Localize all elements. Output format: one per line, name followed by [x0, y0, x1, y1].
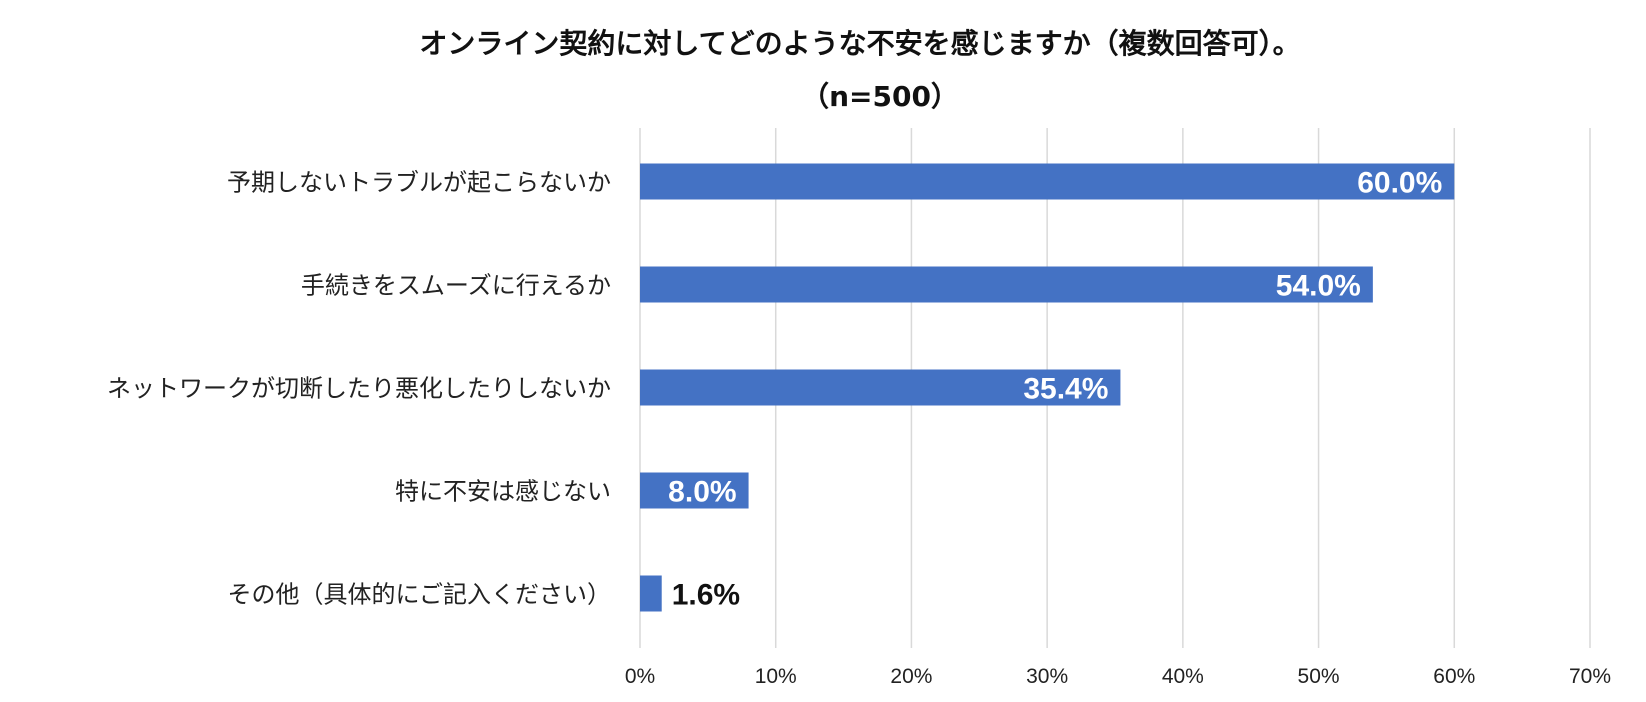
x-tick-label: 50% — [1298, 665, 1340, 688]
x-axis-ticks: 0% 10% 20% 30% 40% 50% 60% 70% — [625, 665, 1611, 688]
x-tick-label: 40% — [1162, 665, 1204, 688]
x-tick-label: 70% — [1569, 665, 1611, 688]
category-label: ネットワークが切断したり悪化したりしないか — [107, 375, 611, 403]
bar — [640, 472, 749, 509]
bar — [640, 266, 1373, 303]
x-tick-label: 20% — [890, 665, 932, 688]
data-label: 35.4% — [1023, 373, 1108, 406]
x-tick-label: 10% — [755, 665, 797, 688]
chart-subtitle: （n=500） — [801, 80, 959, 113]
chart-title: オンライン契約に対してどのような不安を感じますか（複数回答可）。 — [419, 27, 1300, 60]
x-tick-label: 0% — [625, 665, 655, 688]
data-labels: 60.0% 54.0% 35.4% 8.0% 1.6% — [668, 167, 1442, 612]
bar — [640, 163, 1455, 200]
category-label: 手続きをスムーズに行えるか — [301, 272, 611, 300]
bars — [640, 163, 1455, 612]
bar — [640, 575, 662, 612]
data-label: 8.0% — [668, 476, 736, 509]
category-labels: 予期しないトラブルが起こらないか手続きをスムーズに行えるかネットワークが切断した… — [107, 169, 611, 609]
x-tick-label: 60% — [1433, 665, 1475, 688]
data-label: 60.0% — [1357, 167, 1442, 200]
data-label: 54.0% — [1276, 270, 1361, 303]
data-label: 1.6% — [672, 579, 740, 612]
category-label: その他（具体的にご記入ください） — [227, 581, 611, 609]
x-tick-label: 30% — [1026, 665, 1068, 688]
category-label: 特に不安は感じない — [395, 478, 611, 506]
bar — [640, 369, 1121, 406]
category-label: 予期しないトラブルが起こらないか — [227, 169, 611, 197]
